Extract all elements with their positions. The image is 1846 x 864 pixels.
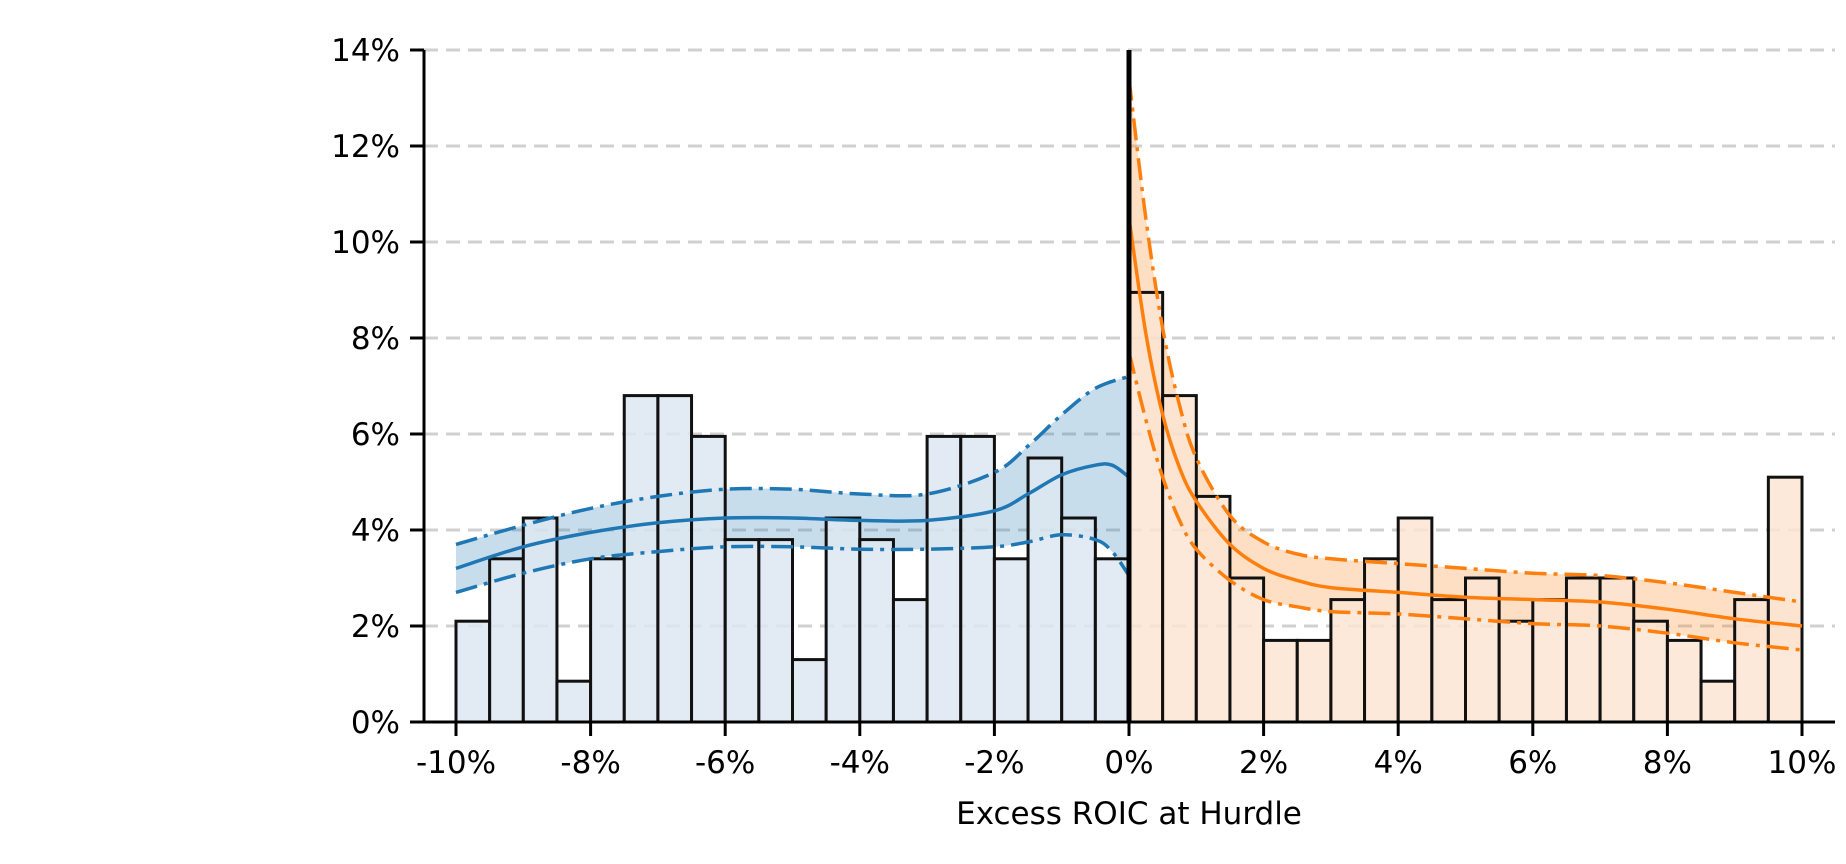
histogram-bar-negative xyxy=(1026,456,1064,724)
histogram-bar-positive xyxy=(1262,638,1299,724)
band-upper-line-positive xyxy=(1127,78,1803,604)
histogram-bar-negative xyxy=(488,557,525,724)
x-tick-label: 6% xyxy=(1508,745,1557,781)
x-tick-label: 4% xyxy=(1374,745,1423,781)
histogram-bar-negative xyxy=(858,538,895,724)
histogram-bar-negative xyxy=(521,516,559,724)
x-tick-label: 2% xyxy=(1239,745,1288,781)
histogram-bar-positive xyxy=(1329,598,1367,724)
x-tick-label: -8% xyxy=(560,745,620,781)
y-tick-label: 12% xyxy=(331,129,400,165)
histogram-bar-negative xyxy=(959,434,996,724)
fit-line-negative xyxy=(455,462,1131,571)
band-lower-line-negative xyxy=(455,533,1131,595)
histogram-bar-negative xyxy=(757,538,794,724)
fit-line-layer xyxy=(455,78,1803,652)
y-tick-label: 6% xyxy=(351,417,400,453)
y-tick-label: 8% xyxy=(351,321,400,357)
histogram-bar-positive xyxy=(1632,619,1669,724)
fit-line-positive xyxy=(1127,217,1803,628)
histogram-bar-negative xyxy=(454,619,492,724)
histogram-bar-negative xyxy=(1093,557,1131,724)
y-tick-label: 4% xyxy=(351,513,400,549)
band-upper-line-negative xyxy=(455,374,1130,547)
y-tick-label: 10% xyxy=(331,225,400,261)
histogram-bar-negative xyxy=(925,434,963,724)
x-tick-label: -6% xyxy=(695,745,755,781)
histogram-bar-positive xyxy=(1396,516,1434,724)
histogram-bar-negative xyxy=(656,394,694,724)
y-tick-label: 0% xyxy=(351,705,400,741)
histogram-bar-positive xyxy=(1228,576,1266,724)
histogram-bar-positive xyxy=(1598,576,1636,724)
histogram-bar-positive xyxy=(1497,619,1535,724)
histogram-bar-negative xyxy=(555,679,593,724)
histogram-bar-negative xyxy=(791,658,828,724)
tick-label-layer: 0% 2% 4% 6% 8% 10% 12% 14% -10% -8% -6% -4% -2% 0% 2% 4… xyxy=(331,33,1836,781)
x-tick-label: 10% xyxy=(1768,745,1837,781)
x-axis-title: Excess ROIC at Hurdle xyxy=(956,796,1302,832)
histogram-bar-negative xyxy=(589,557,626,724)
histogram-bar-negative xyxy=(891,598,929,724)
histogram-bar-positive xyxy=(1699,679,1737,724)
histogram-bar-negative xyxy=(1060,516,1097,724)
histogram-bar-negative xyxy=(992,557,1030,724)
x-tick-label: -4% xyxy=(830,745,890,781)
x-tick-label: 0% xyxy=(1104,745,1153,781)
histogram-bar-positive xyxy=(1531,598,1568,724)
histogram-bar-positive xyxy=(1295,638,1333,724)
histogram-bar-positive xyxy=(1194,494,1232,724)
histogram-bar-negative xyxy=(723,538,761,724)
x-tick-label: -2% xyxy=(964,745,1024,781)
y-tick-label: 14% xyxy=(331,33,400,69)
histogram-bar-negative xyxy=(690,434,727,724)
axis-layer xyxy=(410,48,1835,736)
y-tick-label: 2% xyxy=(351,609,400,645)
x-tick-label: 8% xyxy=(1643,745,1692,781)
histogram-bar-positive xyxy=(1127,290,1165,724)
bar-layer xyxy=(454,290,1804,724)
histogram-bar-positive xyxy=(1665,638,1703,724)
histogram-bar-positive xyxy=(1363,557,1400,724)
histogram-bar-negative xyxy=(622,394,660,724)
x-tick-label: -10% xyxy=(416,745,496,781)
